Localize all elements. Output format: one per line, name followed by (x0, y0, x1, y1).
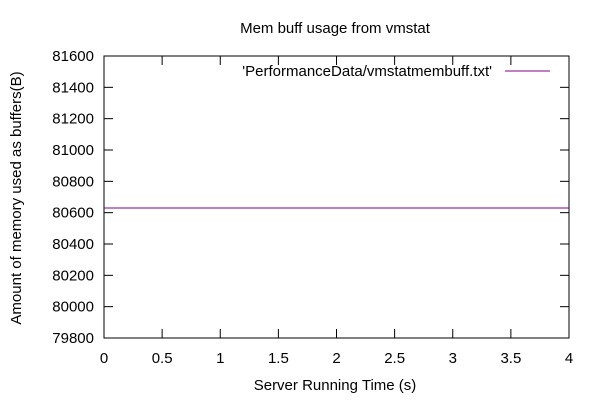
y-tick-label: 80600 (52, 205, 94, 222)
x-tick-label: 1 (216, 350, 224, 367)
x-axis: 0 0.5 1 1.5 2 2.5 3 3.5 4 (100, 56, 573, 367)
x-tick-label: 2 (332, 350, 340, 367)
x-tick-label: 2.5 (384, 350, 405, 367)
plot-border (103, 55, 570, 339)
y-tick-label: 80800 (52, 173, 94, 190)
legend-label: 'PerformanceData/vmstatmembuff.txt' (242, 63, 492, 80)
y-tick-label: 81200 (52, 111, 94, 128)
y-tick-label: 80200 (52, 267, 94, 284)
y-axis: 79800 80000 80200 80400 80600 80800 81000 81200… (52, 48, 569, 347)
legend: 'PerformanceData/vmstatmembuff.txt' (242, 63, 550, 80)
plot-area (103, 55, 570, 339)
y-tick-label: 80000 (52, 299, 94, 316)
y-tick-label: 81400 (52, 79, 94, 96)
x-tick-label: 0.5 (152, 350, 173, 367)
chart-title: Mem buff usage from vmstat (240, 20, 431, 37)
x-tick-label: 3.5 (500, 350, 521, 367)
x-axis-label: Server Running Time (s) (254, 377, 417, 394)
y-tick-label: 80400 (52, 236, 94, 253)
x-tick-label: 4 (565, 350, 573, 367)
y-axis-label: Amount of memory used as buffers(B) (8, 71, 25, 324)
x-tick-label: 0 (100, 350, 108, 367)
y-tick-label: 79800 (52, 330, 94, 347)
y-tick-label: 81000 (52, 142, 94, 159)
y-tick-label: 81600 (52, 48, 94, 65)
x-tick-label: 1.5 (268, 350, 289, 367)
x-tick-label: 3 (449, 350, 457, 367)
